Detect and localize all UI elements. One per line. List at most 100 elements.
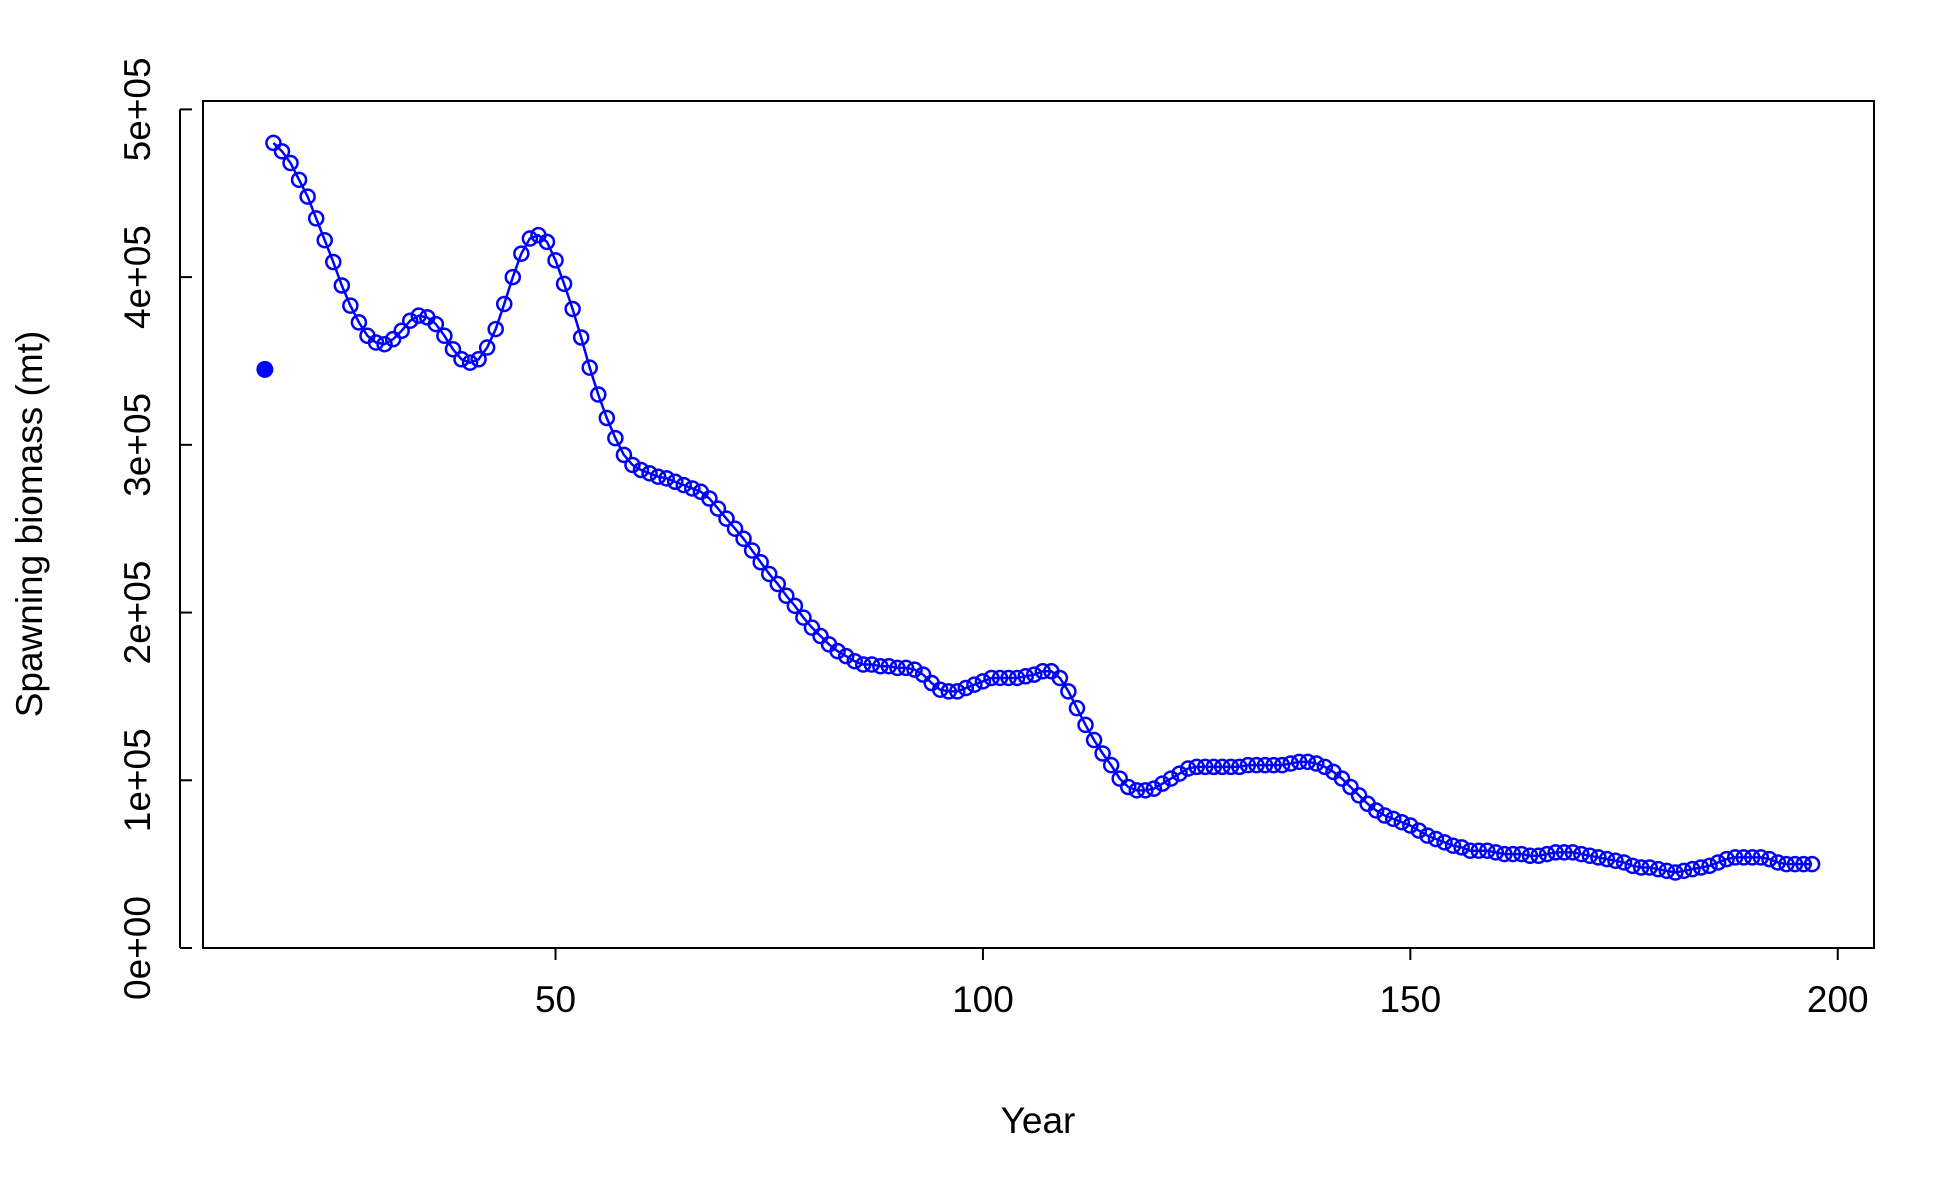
open-point xyxy=(1231,758,1248,776)
open-point xyxy=(1453,839,1470,856)
open-point xyxy=(1290,753,1308,771)
open-point xyxy=(615,446,633,464)
open-point xyxy=(1530,847,1547,865)
open-point xyxy=(521,230,539,247)
open-point xyxy=(393,322,410,340)
y-tick-label: 5e+05 xyxy=(117,57,158,161)
open-point xyxy=(1632,859,1650,876)
open-point xyxy=(957,679,975,697)
open-point xyxy=(872,657,889,675)
open-point xyxy=(1196,758,1214,776)
open-point xyxy=(513,245,530,262)
open-point xyxy=(444,340,462,358)
open-point xyxy=(1803,855,1821,873)
open-point xyxy=(931,681,949,698)
open-point xyxy=(1051,669,1069,687)
open-point xyxy=(1479,842,1496,859)
open-point xyxy=(1222,758,1240,776)
plot-frame xyxy=(202,100,1875,949)
open-point xyxy=(641,465,658,482)
open-point xyxy=(914,666,932,683)
open-point xyxy=(1367,802,1385,819)
open-point xyxy=(940,683,957,700)
open-point xyxy=(752,553,769,571)
open-point xyxy=(1393,813,1411,831)
open-point xyxy=(889,659,906,677)
open-point xyxy=(1025,666,1043,683)
open-point xyxy=(1598,850,1616,868)
open-point xyxy=(1641,859,1658,876)
open-point xyxy=(1470,842,1487,859)
open-point xyxy=(649,468,667,485)
open-point xyxy=(1590,849,1607,866)
open-point xyxy=(812,627,829,645)
open-point xyxy=(598,409,616,427)
open-point xyxy=(1282,755,1299,772)
open-point xyxy=(1564,844,1582,861)
open-point xyxy=(470,351,487,368)
open-point xyxy=(1752,849,1770,866)
open-point xyxy=(564,300,581,318)
open-point xyxy=(461,354,479,371)
open-point xyxy=(1299,753,1317,771)
open-point xyxy=(1214,758,1231,776)
open-point xyxy=(658,470,675,487)
x-tick-label: 50 xyxy=(535,979,576,1020)
open-point xyxy=(829,642,846,660)
open-point xyxy=(1444,837,1462,854)
open-point xyxy=(316,231,333,249)
open-point xyxy=(1692,859,1710,876)
open-point xyxy=(1239,756,1257,774)
x-tick-label: 100 xyxy=(952,979,1014,1020)
open-point xyxy=(1154,775,1171,792)
open-point xyxy=(846,652,863,670)
open-point xyxy=(1162,770,1180,787)
open-point xyxy=(1102,756,1120,774)
open-point xyxy=(1513,845,1530,863)
open-point xyxy=(949,683,966,700)
open-point xyxy=(1248,756,1265,774)
open-point xyxy=(803,619,821,636)
open-point xyxy=(1384,810,1402,828)
open-point xyxy=(1342,778,1359,796)
x-axis-label: Year xyxy=(1001,1100,1076,1141)
open-point xyxy=(1581,847,1599,865)
open-point xyxy=(675,476,693,494)
open-point xyxy=(1427,830,1445,848)
open-point xyxy=(1487,844,1505,861)
open-point xyxy=(735,530,752,548)
open-point xyxy=(1573,845,1590,863)
open-point xyxy=(1735,849,1752,866)
open-point xyxy=(1017,668,1034,685)
open-point xyxy=(726,520,744,537)
open-point xyxy=(709,500,727,517)
open-point xyxy=(1308,755,1325,772)
open-point xyxy=(1188,758,1205,776)
open-point xyxy=(1060,683,1077,700)
open-point xyxy=(495,295,513,313)
open-point xyxy=(342,297,359,314)
y-tick-label: 1e+05 xyxy=(117,728,158,832)
open-point xyxy=(453,351,470,368)
open-point xyxy=(290,171,308,189)
open-point xyxy=(581,359,598,376)
open-point xyxy=(863,656,881,673)
open-point xyxy=(1538,845,1556,863)
open-point xyxy=(837,647,855,665)
open-point xyxy=(1701,857,1718,875)
open-point xyxy=(333,277,351,294)
y-tick-label: 4e+05 xyxy=(117,225,158,329)
open-point xyxy=(769,575,787,593)
open-point xyxy=(1684,860,1701,878)
open-point xyxy=(684,480,701,497)
open-point xyxy=(1128,782,1146,799)
open-point xyxy=(1649,860,1667,878)
open-point xyxy=(1496,845,1513,863)
open-point xyxy=(1555,844,1573,861)
open-point xyxy=(307,210,325,227)
open-point xyxy=(1744,849,1761,866)
open-point xyxy=(1504,845,1522,863)
open-point xyxy=(410,307,428,324)
open-point xyxy=(624,456,641,474)
